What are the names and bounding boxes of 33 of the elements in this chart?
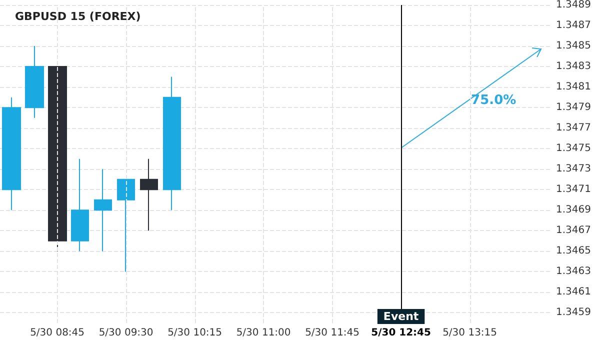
annotation: 75.0% (471, 93, 516, 108)
candlestick (25, 46, 44, 118)
x-tick-label: 5/30 08:45 (30, 328, 85, 338)
y-tick-label: 1.3485 (556, 40, 591, 52)
x-tick-label: 5/30 11:45 (305, 328, 360, 338)
x-tick-label: 5/30 09:30 (98, 328, 154, 338)
y-tick-label: 1.3475 (556, 143, 591, 154)
y-tick-label: 1.3481 (556, 82, 591, 93)
x-tick-label: 5/30 11:00 (236, 328, 291, 338)
candlestick (2, 96, 21, 211)
x-tick-label: 5/30 10:15 (168, 328, 222, 338)
candlestick (117, 178, 135, 272)
y-tick-label: 1.3483 (556, 61, 591, 72)
candlestick (140, 158, 158, 232)
y-tick-label: 1.3477 (556, 122, 591, 134)
x-tick-label: 5/30 12:45 (371, 328, 431, 338)
y-tick-label: 1.3461 (556, 286, 591, 298)
y-tick-label: 1.3489 (556, 0, 591, 10)
y-tick-label: 1.3463 (556, 266, 591, 278)
candlestick (163, 76, 181, 211)
y-tick-label: 1.3465 (556, 246, 591, 257)
y-tick-label: 1.3471 (556, 184, 591, 196)
y-tick-label: 1.3487 (556, 20, 591, 32)
x-tick-label: 5/30 13:15 (442, 328, 498, 338)
candlestick (94, 168, 112, 252)
text: GBPUSD 15 (FOREX) (15, 10, 141, 23)
y-tick-label: 1.3479 (556, 102, 591, 114)
candlestick (71, 158, 89, 252)
y-tick-label: 1.3469 (556, 204, 591, 216)
y-tick-label: 1.3459 (556, 307, 591, 318)
y-tick-label: 1.3473 (556, 164, 591, 175)
ref-line-label: Event (383, 310, 419, 323)
y-tick-label: 1.3467 (556, 225, 591, 236)
